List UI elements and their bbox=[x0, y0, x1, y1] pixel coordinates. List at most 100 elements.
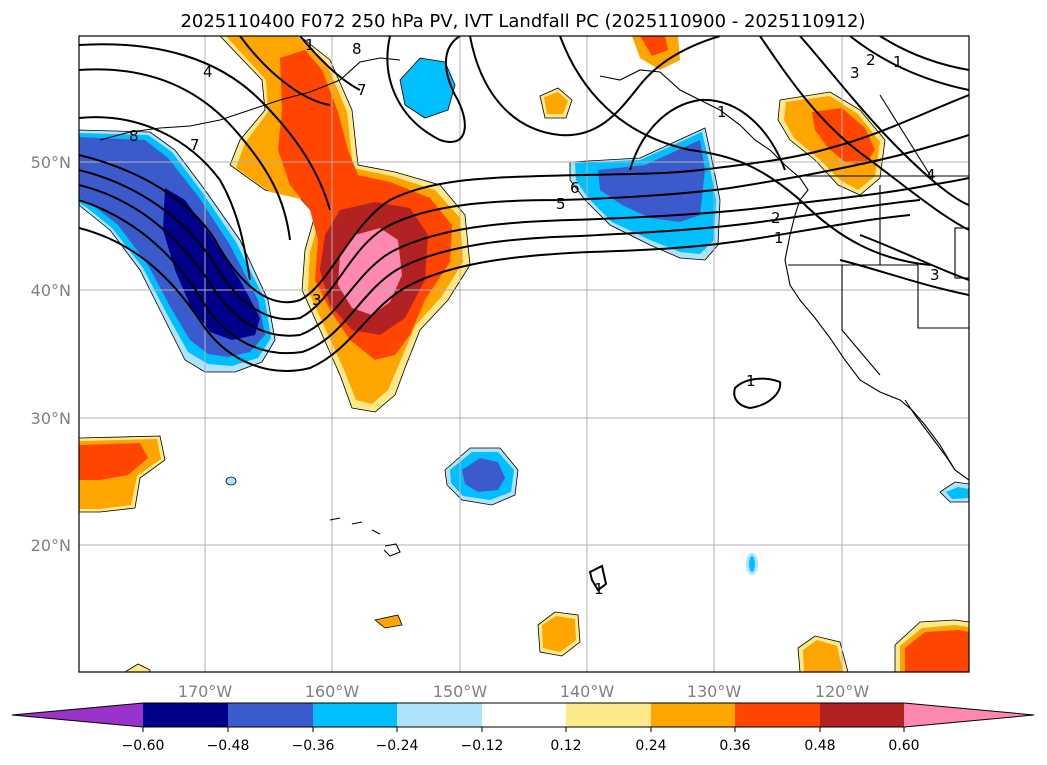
contour-line bbox=[849, 36, 969, 91]
lon-tick-label: 120°W bbox=[815, 682, 870, 701]
negative-anomaly-west-core bbox=[163, 188, 260, 340]
colorbar-tick-label: 0.12 bbox=[550, 738, 581, 754]
negative-anomaly-alaska bbox=[399, 57, 456, 119]
colorbar-segment bbox=[397, 703, 482, 727]
colorbar-ticks bbox=[142, 727, 905, 732]
contour-label: 6 bbox=[570, 179, 580, 197]
positive-anomaly-south-1-mid bbox=[542, 616, 576, 652]
contour-label: 8 bbox=[129, 127, 139, 145]
lat-tick-label: 40°N bbox=[31, 281, 71, 300]
contour-line bbox=[879, 36, 969, 71]
contour-line bbox=[629, 98, 786, 171]
lon-tick-label: 160°W bbox=[305, 682, 360, 701]
gridlines bbox=[79, 36, 969, 672]
contour-line bbox=[859, 234, 969, 281]
colorbar-segment bbox=[143, 703, 228, 727]
contour-line bbox=[299, 36, 361, 91]
contour-line bbox=[79, 68, 291, 241]
contour-label: 1 bbox=[893, 53, 903, 71]
colorbar-segment bbox=[313, 703, 397, 727]
state-border-3 bbox=[841, 265, 881, 376]
colorbar-tick-label: −0.24 bbox=[376, 738, 419, 754]
positive-anomaly-south-4-inner bbox=[905, 630, 969, 672]
lat-tick-label: 30°N bbox=[31, 409, 71, 428]
contour-line bbox=[79, 94, 969, 304]
colorbar-tick-label: 0.24 bbox=[635, 738, 666, 754]
state-border-1 bbox=[788, 264, 969, 329]
axis-labels: 170°W 160°W 150°W 140°W 130°W 120°W 50°N… bbox=[31, 153, 870, 701]
figure-title: 2025110400 F072 250 hPa PV, IVT Landfall… bbox=[180, 11, 865, 32]
positive-anomaly-small-north-inner bbox=[544, 92, 568, 114]
contour-line bbox=[559, 36, 931, 266]
contour-line bbox=[79, 199, 921, 355]
contour-label: 3 bbox=[850, 64, 860, 82]
contour-line bbox=[239, 36, 331, 106]
colorbar-tick-label: 0.60 bbox=[888, 738, 919, 754]
lat-tick-label: 20°N bbox=[31, 536, 71, 555]
contour-line bbox=[799, 36, 969, 206]
colorbar-segment bbox=[228, 703, 313, 727]
hawaii-islands bbox=[329, 517, 401, 557]
contour-line bbox=[79, 116, 251, 281]
contour-label: 1 bbox=[305, 36, 315, 54]
contour-label: 1 bbox=[717, 103, 727, 121]
contour-line bbox=[79, 214, 911, 372]
positive-anomaly-south-2 bbox=[374, 614, 403, 629]
contour-label: 3 bbox=[930, 266, 940, 284]
contour-label: 4 bbox=[926, 166, 936, 184]
map-panel: 8 4 7 3 6 5 2 1 1 1 1 3 2 1 4 7 8 1 3 bbox=[78, 35, 970, 673]
negative-anomaly-small-3 bbox=[749, 556, 755, 572]
contour-label: 1 bbox=[774, 229, 784, 247]
colorbar-segment bbox=[820, 703, 904, 727]
contour-line bbox=[588, 564, 608, 592]
contour-label: 3 bbox=[312, 291, 322, 309]
contour-label: 1 bbox=[746, 372, 756, 390]
positive-anomaly-south-5 bbox=[124, 663, 151, 672]
contour-line bbox=[79, 134, 969, 321]
contour-line bbox=[469, 36, 721, 137]
lon-tick-label: 140°W bbox=[560, 682, 615, 701]
lat-tick-label: 50°N bbox=[31, 153, 71, 172]
positive-anomaly-west-edge-inner bbox=[79, 443, 148, 480]
negative-anomaly-subtropical-inner bbox=[462, 458, 505, 492]
colorbar-tick-label: −0.36 bbox=[292, 738, 335, 754]
contour-label: 1 bbox=[594, 580, 604, 598]
lon-tick-label: 170°W bbox=[178, 682, 233, 701]
colorbar-segment bbox=[735, 703, 820, 727]
contour-labels: 8 4 7 3 6 5 2 1 1 1 1 3 2 1 4 7 8 1 3 bbox=[129, 36, 940, 598]
lon-tick-label: 150°W bbox=[433, 682, 488, 701]
alaska-coast bbox=[599, 69, 701, 101]
contour-label: 4 bbox=[203, 63, 213, 81]
colorbar-tick-label: −0.60 bbox=[122, 738, 165, 754]
colorbar-extend-max bbox=[904, 703, 1034, 727]
map-frame bbox=[78, 35, 970, 673]
colorbar-segment bbox=[482, 703, 566, 727]
positive-anomaly-canada-inner bbox=[812, 108, 875, 165]
positive-anomaly-central-core bbox=[338, 228, 402, 315]
canada-province-border bbox=[879, 94, 931, 176]
positive-anomaly-alaska-top-inner bbox=[640, 36, 668, 56]
contour-line bbox=[759, 36, 969, 231]
colorbar-tick-label: −0.48 bbox=[207, 738, 250, 754]
contour-line bbox=[733, 377, 782, 410]
ivt-contours bbox=[79, 36, 969, 592]
contour-label: 2 bbox=[866, 51, 876, 69]
colorbar-segment bbox=[566, 703, 651, 727]
contour-label: 8 bbox=[352, 40, 362, 58]
positive-anomaly-south-3-mid bbox=[803, 640, 843, 672]
lon-tick-label: 130°W bbox=[687, 682, 742, 701]
colorbar-segment bbox=[651, 703, 735, 727]
contour-line bbox=[79, 177, 969, 337]
negative-anomaly-coast-inner bbox=[946, 487, 969, 499]
baja-coast bbox=[904, 399, 956, 471]
colorbar-tick-label: −0.12 bbox=[461, 738, 504, 754]
contour-label: 2 bbox=[771, 209, 781, 227]
colorbar: −0.60 −0.48 −0.36 −0.24 −0.12 0.12 0.24 … bbox=[11, 702, 1035, 754]
colorbar-tick-label: 0.36 bbox=[719, 738, 750, 754]
contour-line bbox=[386, 36, 466, 143]
colorbar-tick-label: 0.48 bbox=[804, 738, 835, 754]
contour-label: 7 bbox=[190, 136, 200, 154]
colorbar-extend-min bbox=[12, 703, 143, 727]
negative-anomaly-small-1 bbox=[225, 476, 237, 486]
